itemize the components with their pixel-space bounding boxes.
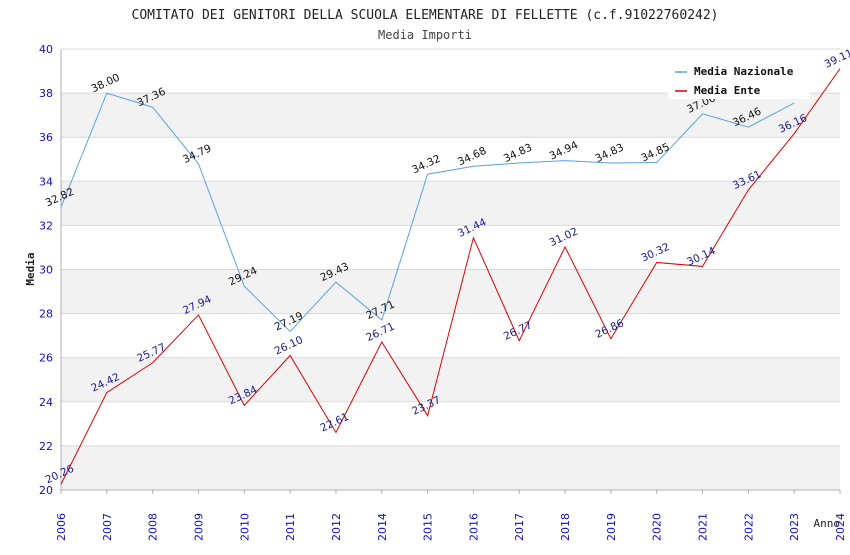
x-tick-labels: 2006 2007 2008 2009 2010 2011 2012 2014 2015 2016… — [55, 513, 847, 541]
data-label-nazionale: 38.00 — [89, 72, 121, 96]
background-band — [61, 181, 840, 226]
x-tick-label: 2024 — [834, 513, 847, 541]
data-label-ente: 30.32 — [639, 241, 671, 265]
legend-box — [668, 59, 810, 99]
y-axis-title: Media — [24, 252, 37, 285]
x-axis-title: Anno — [814, 517, 841, 530]
data-label-ente: 30.14 — [685, 245, 718, 269]
x-tick-label: 2023 — [788, 513, 801, 541]
series-line-nazionale — [60, 92, 795, 333]
y-tick-label: 34 — [39, 175, 53, 188]
x-tick-label: 2009 — [192, 513, 205, 541]
chart-subtitle: Media Importi — [378, 28, 472, 42]
x-tick-label: 2008 — [147, 513, 160, 541]
x-tick-label: 2012 — [330, 513, 343, 541]
y-tick-label: 26 — [39, 352, 53, 365]
y-tick-label: 20 — [39, 484, 53, 497]
data-label-nazionale: 34.85 — [639, 141, 671, 165]
x-tick-label: 2021 — [697, 513, 710, 541]
x-tick-label: 2016 — [467, 513, 480, 541]
legend: Media Nazionale Media Ente — [668, 59, 810, 99]
background-bands — [61, 93, 840, 490]
y-tick-label: 36 — [39, 131, 53, 144]
y-tick-label: 40 — [39, 43, 53, 56]
x-tick-label: 2007 — [101, 513, 114, 541]
x-tick-label: 2017 — [513, 513, 526, 541]
background-band — [61, 445, 840, 490]
data-label-ente: 39.11 — [823, 47, 850, 71]
data-label-ente: 31.02 — [548, 225, 580, 249]
y-tick-labels: 20 22 24 26 28 30 32 34 36 38 40 — [39, 43, 53, 497]
x-tick-label: 2014 — [376, 513, 389, 541]
legend-label-ente: Media Ente — [694, 84, 761, 97]
data-label-ente: 26.10 — [273, 334, 305, 358]
series-lines — [60, 68, 841, 485]
legend-label-nazionale: Media Nazionale — [694, 65, 794, 78]
series-line-ente — [60, 68, 841, 485]
y-tick-label: 38 — [39, 87, 53, 100]
background-band — [61, 357, 840, 402]
x-tick-label: 2011 — [284, 513, 297, 541]
y-tick-label: 24 — [39, 396, 53, 409]
data-label-nazionale: 34.68 — [456, 145, 488, 169]
axes — [60, 49, 841, 494]
y-tick-label: 28 — [39, 308, 53, 321]
y-tick-label: 22 — [39, 440, 53, 453]
data-label-ente: 26.71 — [364, 321, 396, 345]
x-tick-label: 2020 — [651, 513, 664, 541]
y-tick-label: 32 — [39, 219, 53, 232]
background-band — [61, 269, 840, 314]
x-tick-label: 2018 — [559, 513, 572, 541]
x-tick-label: 2022 — [742, 513, 755, 541]
x-tick-label: 2010 — [238, 513, 251, 541]
x-tick-label: 2015 — [422, 513, 435, 541]
x-tick-label: 2019 — [605, 513, 618, 541]
chart-title: COMITATO DEI GENITORI DELLA SCUOLA ELEME… — [132, 8, 719, 23]
x-tick-label: 2006 — [55, 513, 68, 541]
data-label-nazionale: 34.94 — [548, 139, 581, 163]
data-label-nazionale: 34.83 — [502, 141, 534, 165]
background-band — [61, 93, 840, 138]
data-label-ente: 26.77 — [502, 319, 534, 343]
data-label-nazionale: 34.83 — [593, 141, 625, 165]
y-tick-label: 30 — [39, 264, 53, 277]
